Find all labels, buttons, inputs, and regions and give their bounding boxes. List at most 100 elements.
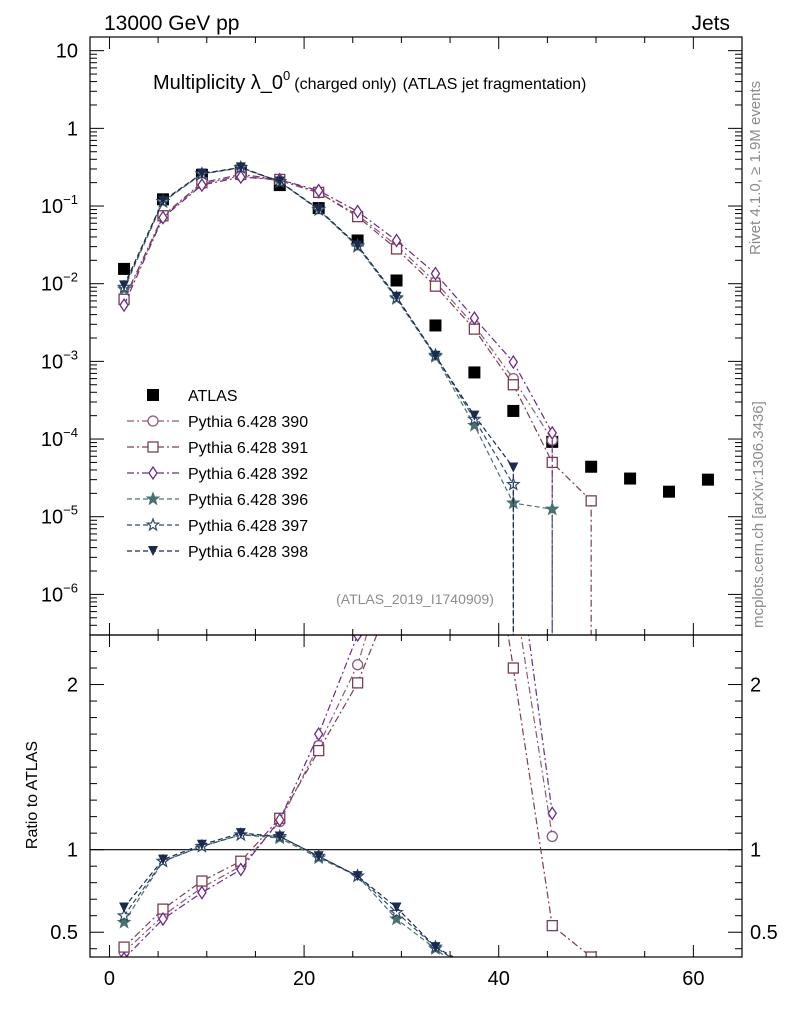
ratio-point-pythia-6-428-391 xyxy=(118,941,130,953)
legend-marker-pythia-6-428-398 xyxy=(148,546,158,556)
ratio-axis-label: Ratio to ATLAS xyxy=(24,741,41,849)
data-point-pythia-6-428-392 xyxy=(313,183,324,198)
ratio-tick-label: 2 xyxy=(67,675,78,697)
data-point-pythia-6-428-391 xyxy=(429,280,442,292)
ratio-point-pythia-6-428-390 xyxy=(430,415,440,425)
ratio-point-pythia-6-428-392 xyxy=(158,911,168,927)
ratio-tick-label-right: 1 xyxy=(750,840,761,862)
ratio-point-pythia-6-428-391 xyxy=(351,677,364,689)
data-point-pythia-6-428-398 xyxy=(469,410,480,421)
data-point-pythia-6-428-398 xyxy=(391,291,402,302)
x-tick-label: 0 xyxy=(104,968,115,990)
ratio-point-pythia-6-428-398 xyxy=(196,839,207,850)
data-point-pythia-6-428-398 xyxy=(274,176,285,187)
y-tick-label: 10−5 xyxy=(41,503,78,529)
ratio-point-pythia-6-428-398 xyxy=(274,831,285,842)
ratio-line-pythia-6-428-397 xyxy=(123,834,452,957)
data-point-pythia-6-428-392 xyxy=(469,310,480,326)
ratio-point-pythia-6-428-390 xyxy=(469,349,479,359)
ratio-point-pythia-6-428-396 xyxy=(469,974,480,985)
data-point-pythia-6-428-392 xyxy=(158,210,168,225)
legend-label-pythia-6-428-392: Pythia 6.428 392 xyxy=(188,466,308,483)
ratio-tick-label: 0.5 xyxy=(50,922,78,944)
analysis-id: (ATLAS_2019_I1740909) xyxy=(336,591,494,607)
ratio-point-pythia-6-428-396 xyxy=(547,987,558,998)
ratio-point-pythia-6-428-392 xyxy=(431,365,439,377)
data-point-pythia-6-428-398 xyxy=(313,204,324,215)
ratio-point-pythia-6-428-398 xyxy=(391,902,402,913)
y-tick-label: 10−4 xyxy=(41,425,78,451)
data-point-atlas xyxy=(701,473,714,486)
data-point-pythia-6-428-398 xyxy=(352,240,363,251)
data-point-atlas xyxy=(663,485,676,498)
data-point-pythia-6-428-398 xyxy=(508,462,519,473)
data-point-pythia-6-428-392 xyxy=(430,266,441,281)
ratio-point-pythia-6-428-392 xyxy=(197,885,207,900)
ratio-point-pythia-6-428-391 xyxy=(585,951,597,957)
rivet-label: Rivet 4.1.0, ≥ 1.9M events xyxy=(747,81,764,255)
data-point-atlas xyxy=(468,366,481,379)
data-point-pythia-6-428-392 xyxy=(391,233,402,248)
x-tick-label: 20 xyxy=(293,968,315,990)
legend-label-atlas: ATLAS xyxy=(188,388,238,405)
x-tick-label: 40 xyxy=(488,968,510,990)
data-point-atlas xyxy=(624,472,637,485)
data-point-pythia-6-428-398 xyxy=(119,280,130,291)
legend-marker-pythia-6-428-390 xyxy=(147,415,159,427)
legend-label-pythia-6-428-396: Pythia 6.428 396 xyxy=(188,492,308,509)
y-tick-label: 10−6 xyxy=(41,580,78,606)
ratio-point-pythia-6-428-391 xyxy=(392,580,402,590)
data-point-atlas xyxy=(585,460,598,473)
data-point-atlas xyxy=(507,404,520,417)
legend-label-pythia-6-428-391: Pythia 6.428 391 xyxy=(188,440,308,457)
legend-marker-pythia-6-428-391 xyxy=(147,441,159,453)
ratio-point-pythia-6-428-391 xyxy=(507,662,519,674)
data-point-atlas xyxy=(390,274,403,287)
ratio-point-pythia-6-428-397 xyxy=(508,991,519,1002)
plot-title: Multiplicity λ_00(charged only) (ATLAS je… xyxy=(153,68,586,94)
data-point-pythia-6-428-398 xyxy=(157,195,168,206)
jets-label: Jets xyxy=(691,12,730,35)
y-tick-label: 1 xyxy=(67,118,78,140)
data-point-atlas xyxy=(118,262,131,275)
ratio-point-pythia-6-428-391 xyxy=(546,919,558,932)
legend-label-pythia-6-428-398: Pythia 6.428 398 xyxy=(188,544,308,561)
ratio-point-pythia-6-428-390 xyxy=(392,531,402,541)
ratio-point-pythia-6-428-392 xyxy=(313,726,324,742)
legend-marker-pythia-6-428-396 xyxy=(145,491,161,506)
mcplots-label: mcplots.cern.ch [arXiv:1306.3436] xyxy=(750,401,767,628)
y-tick-label: 10−3 xyxy=(41,347,78,373)
ratio-point-pythia-6-428-397 xyxy=(116,907,132,923)
ratio-point-pythia-6-428-398 xyxy=(469,964,479,974)
ratio-point-pythia-6-428-391 xyxy=(313,744,325,757)
ratio-line-pythia-6-428-392 xyxy=(124,635,553,957)
data-point-pythia-6-428-398 xyxy=(235,162,246,173)
energy-label: 13000 GeV pp xyxy=(104,12,239,35)
legend-marker-pythia-6-428-397 xyxy=(145,517,161,532)
ratio-frame xyxy=(89,634,743,958)
data-point-pythia-6-428-392 xyxy=(236,169,246,185)
data-point-pythia-6-428-391 xyxy=(468,323,481,335)
legend-label-pythia-6-428-390: Pythia 6.428 390 xyxy=(188,414,308,431)
ratio-point-pythia-6-428-392 xyxy=(274,812,285,828)
data-point-pythia-6-428-392 xyxy=(352,204,363,219)
ratio-point-pythia-6-428-391 xyxy=(196,875,208,887)
data-point-pythia-6-428-392 xyxy=(508,354,519,370)
legend-marker-pythia-6-428-392 xyxy=(148,465,158,481)
ratio-tick-label: 1 xyxy=(67,840,78,862)
data-point-pythia-6-428-398 xyxy=(430,350,441,361)
ratio-point-pythia-6-428-396 xyxy=(389,911,404,926)
ratio-point-pythia-6-428-392 xyxy=(393,497,401,509)
series-line-pythia-6-428-397 xyxy=(123,167,514,635)
ratio-point-pythia-6-428-397 xyxy=(469,968,480,979)
ratio-line-pythia-6-428-390 xyxy=(123,635,553,953)
ratio-line-pythia-6-428-396 xyxy=(123,834,447,957)
data-point-pythia-6-428-396 xyxy=(467,417,482,432)
ratio-point-pythia-6-428-391 xyxy=(430,481,440,491)
ratio-point-pythia-6-428-398 xyxy=(313,851,324,862)
data-point-pythia-6-428-392 xyxy=(547,425,558,441)
ratio-tick-label-right: 2 xyxy=(750,675,761,697)
ratio-point-pythia-6-428-396 xyxy=(508,997,519,1008)
data-point-pythia-6-428-391 xyxy=(585,495,597,507)
